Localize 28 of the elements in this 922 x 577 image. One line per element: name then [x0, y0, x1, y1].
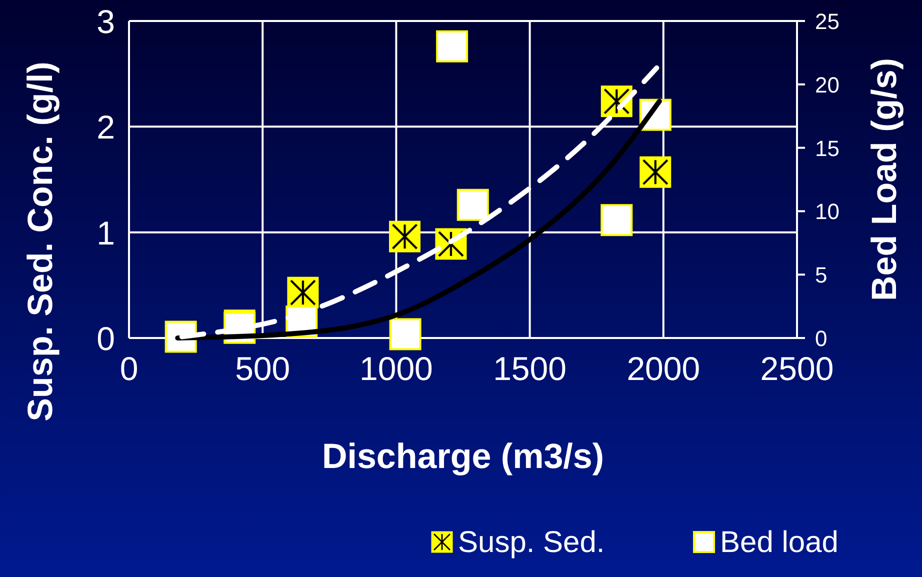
x-axis-title: Discharge (m3/s) [322, 437, 604, 476]
point [600, 204, 633, 236]
point [436, 30, 468, 62]
y2-tick-label: 20 [815, 72, 840, 98]
x-tick-label: 1000 [359, 350, 433, 387]
y-tick-label: 3 [96, 3, 115, 40]
y2-tick-label: 25 [815, 9, 840, 34]
point [456, 188, 489, 221]
x-tick-label: 2000 [626, 350, 700, 387]
legend-label: Susp. Sed. [458, 526, 605, 559]
y2-tick-label: 0 [815, 326, 828, 351]
x-tick-label: 0 [120, 350, 138, 387]
point [640, 156, 672, 188]
point [287, 276, 319, 308]
y2-tick-label: 10 [815, 199, 840, 224]
y2-tick-label: 15 [815, 136, 840, 161]
y-tick-label: 0 [96, 320, 115, 357]
point [389, 318, 422, 350]
y2-axis-title: Bed Load (g/s) [865, 58, 904, 302]
x-tick-label: 1500 [493, 350, 567, 387]
legend-label: Bed load [720, 526, 838, 559]
x-tick-label: 500 [235, 350, 290, 387]
y-tick-label: 2 [96, 108, 115, 146]
y-tick-label: 1 [96, 214, 115, 252]
y2-tick-label: 5 [815, 262, 828, 288]
point [389, 220, 420, 252]
x-tick-label: 2500 [760, 350, 834, 387]
y-axis-title: Susp. Sed. Conc. (g/l) [21, 62, 60, 422]
